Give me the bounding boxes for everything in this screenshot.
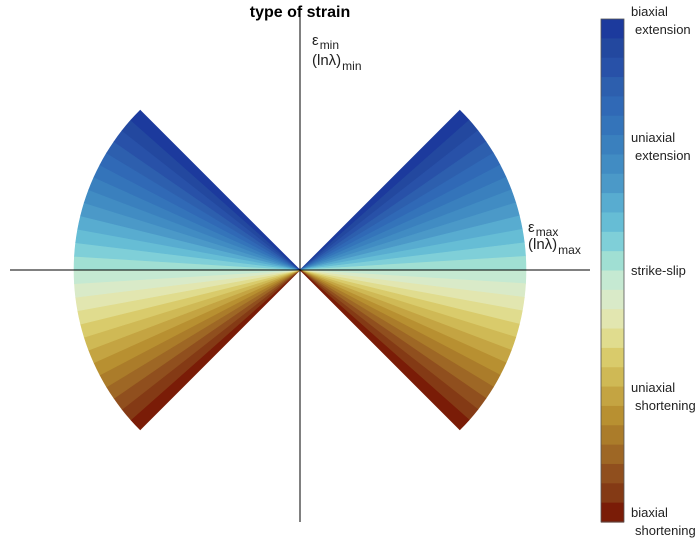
x-axis-label: εmax (lnλ)max: [528, 219, 581, 257]
colorbar-segment: [601, 173, 624, 194]
colorbar-segment: [601, 231, 624, 252]
y-axis-symbol: εmin: [312, 32, 339, 52]
colorbar-segment: [601, 270, 624, 291]
colorbar-segment: [601, 96, 624, 117]
colorbar-segment: [601, 483, 624, 504]
x-axis-symbol: εmax: [528, 219, 558, 239]
right-wedge-sector: [299, 269, 470, 431]
colorbar-segment: [601, 289, 624, 310]
colorbar-segment: [601, 135, 624, 156]
colorbar-segment: [601, 347, 624, 368]
colorbar-segment: [601, 38, 624, 59]
colorbar-segment: [601, 405, 624, 426]
colorbar-label-biaxial-extension: biaxial extension: [631, 4, 691, 37]
colorbar-segment: [601, 193, 624, 214]
colorbar-segment: [601, 115, 624, 136]
y-axis-log-label: (lnλ)min: [312, 52, 362, 73]
colorbar-labels: biaxial extension uniaxial extension str…: [631, 4, 696, 538]
colorbar-segment: [601, 328, 624, 349]
colorbar-segment: [601, 154, 624, 175]
colorbar-segment: [601, 463, 624, 484]
diagram-title: type of strain: [250, 4, 350, 21]
x-axis-log-label: (lnλ)max: [528, 236, 581, 257]
colorbar-label-strike-slip: strike-slip: [631, 263, 686, 278]
colorbar-segment: [601, 444, 624, 465]
colorbar-label-uniaxial-extension: uniaxial extension: [631, 130, 691, 163]
colorbar-label-uniaxial-shortening: uniaxial shortening: [631, 380, 696, 413]
colorbar-segment: [601, 57, 624, 78]
colorbar-segment: [601, 19, 624, 39]
y-axis-label: εmin (lnλ)min: [312, 32, 362, 73]
colorbar: [601, 19, 624, 523]
colorbar-segment: [601, 367, 624, 388]
colorbar-segment: [601, 386, 624, 407]
colorbar-label-biaxial-shortening: biaxial shortening: [631, 505, 696, 538]
wedge-sectors: [73, 109, 527, 431]
left-wedge-sector: [130, 109, 301, 271]
colorbar-segment: [601, 502, 624, 523]
colorbar-segment: [601, 251, 624, 272]
colorbar-segment: [601, 77, 624, 97]
colorbar-segment: [601, 212, 624, 233]
colorbar-segment: [601, 309, 624, 330]
colorbar-segment: [601, 425, 624, 446]
colorbar-frame: [600, 18, 625, 523]
